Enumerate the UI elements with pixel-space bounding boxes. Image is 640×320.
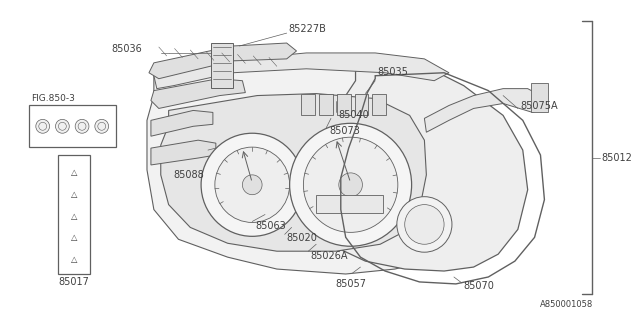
Text: 85088: 85088 — [173, 170, 204, 180]
Circle shape — [215, 147, 290, 222]
Bar — [29, 106, 115, 147]
Text: FIG.850-3: FIG.850-3 — [31, 94, 75, 103]
Circle shape — [339, 173, 362, 197]
Text: 85073: 85073 — [329, 126, 360, 136]
Text: 85063: 85063 — [255, 221, 286, 231]
Text: 85036: 85036 — [111, 44, 142, 54]
Circle shape — [75, 119, 89, 133]
Bar — [319, 93, 333, 116]
Text: 85020: 85020 — [287, 233, 317, 243]
Text: 85012: 85012 — [602, 153, 632, 163]
Bar — [355, 93, 369, 116]
Polygon shape — [147, 56, 483, 274]
Circle shape — [201, 133, 303, 236]
Polygon shape — [151, 140, 216, 165]
Polygon shape — [424, 89, 543, 132]
Text: 85026A: 85026A — [310, 251, 348, 261]
Text: 85075A: 85075A — [521, 101, 559, 111]
Bar — [58, 155, 90, 274]
Circle shape — [397, 197, 452, 252]
Polygon shape — [149, 43, 296, 79]
Circle shape — [290, 123, 412, 246]
Circle shape — [404, 204, 444, 244]
Text: A850001058: A850001058 — [540, 300, 594, 309]
Text: △: △ — [71, 255, 77, 264]
Text: 85040: 85040 — [339, 110, 369, 120]
Text: 85227B: 85227B — [289, 24, 326, 34]
Polygon shape — [161, 93, 426, 251]
Text: 85035: 85035 — [377, 67, 408, 77]
Bar — [372, 93, 386, 116]
Polygon shape — [154, 53, 449, 89]
Polygon shape — [314, 66, 528, 271]
Circle shape — [243, 175, 262, 195]
Circle shape — [95, 119, 109, 133]
Polygon shape — [151, 110, 213, 136]
Circle shape — [303, 137, 398, 232]
Circle shape — [36, 119, 49, 133]
Bar — [337, 93, 351, 116]
Circle shape — [56, 119, 69, 133]
Text: △: △ — [71, 233, 77, 242]
Bar — [531, 83, 548, 112]
Bar — [301, 93, 316, 116]
Bar — [316, 195, 383, 212]
Polygon shape — [151, 79, 245, 108]
Text: △: △ — [71, 212, 77, 220]
Bar — [211, 43, 232, 88]
Text: △: △ — [71, 190, 77, 199]
Text: △: △ — [71, 168, 77, 177]
Text: 85017: 85017 — [59, 277, 90, 287]
Text: 85057: 85057 — [336, 279, 367, 289]
Text: 85070: 85070 — [464, 281, 495, 291]
